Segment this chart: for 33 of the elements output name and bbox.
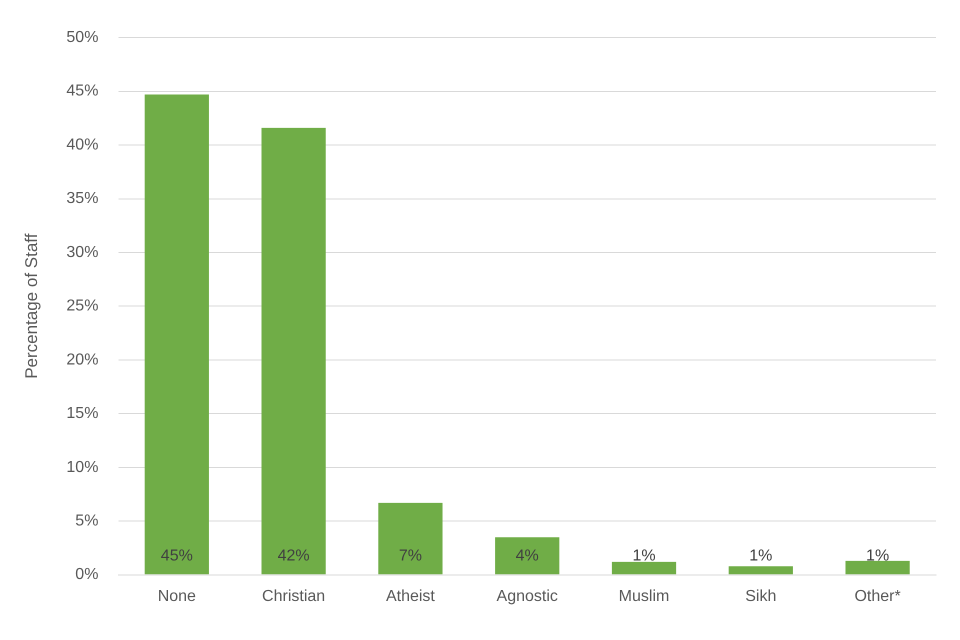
bar xyxy=(495,537,560,574)
y-tick-label: 15% xyxy=(66,405,98,422)
y-tick-label: 20% xyxy=(66,351,98,368)
x-tick-label: Agnostic xyxy=(496,588,558,605)
y-axis-title: Percentage of Staff xyxy=(22,233,41,379)
data-label: 45% xyxy=(160,548,193,565)
data-label: 1% xyxy=(749,548,772,565)
x-tick-label: Atheist xyxy=(386,588,436,605)
y-tick-label: 5% xyxy=(75,512,98,530)
bar xyxy=(144,94,209,574)
y-tick-label: 35% xyxy=(66,190,98,208)
data-label: 42% xyxy=(278,548,310,565)
y-tick-label: 45% xyxy=(66,82,98,100)
bar xyxy=(845,560,910,574)
y-tick-label: 40% xyxy=(66,136,98,154)
x-tick-label: None xyxy=(158,588,196,605)
data-label: 4% xyxy=(516,548,539,565)
x-tick-label: Sikh xyxy=(745,588,776,605)
bar xyxy=(612,562,676,574)
data-label: 1% xyxy=(632,548,656,565)
y-tick-label: 10% xyxy=(66,458,98,476)
x-tick-label: Other* xyxy=(854,588,901,605)
x-tick-label: Muslim xyxy=(618,588,670,605)
bar xyxy=(262,128,326,574)
y-tick-label: 30% xyxy=(66,244,98,261)
bar xyxy=(728,566,793,574)
y-tick-label: 0% xyxy=(75,566,98,584)
data-label: 7% xyxy=(398,548,422,565)
data-label: 1% xyxy=(866,548,890,565)
y-tick-label: 25% xyxy=(66,298,98,315)
x-tick-label: Christian xyxy=(262,588,326,605)
y-tick-label: 50% xyxy=(66,29,98,46)
bar xyxy=(378,502,443,574)
